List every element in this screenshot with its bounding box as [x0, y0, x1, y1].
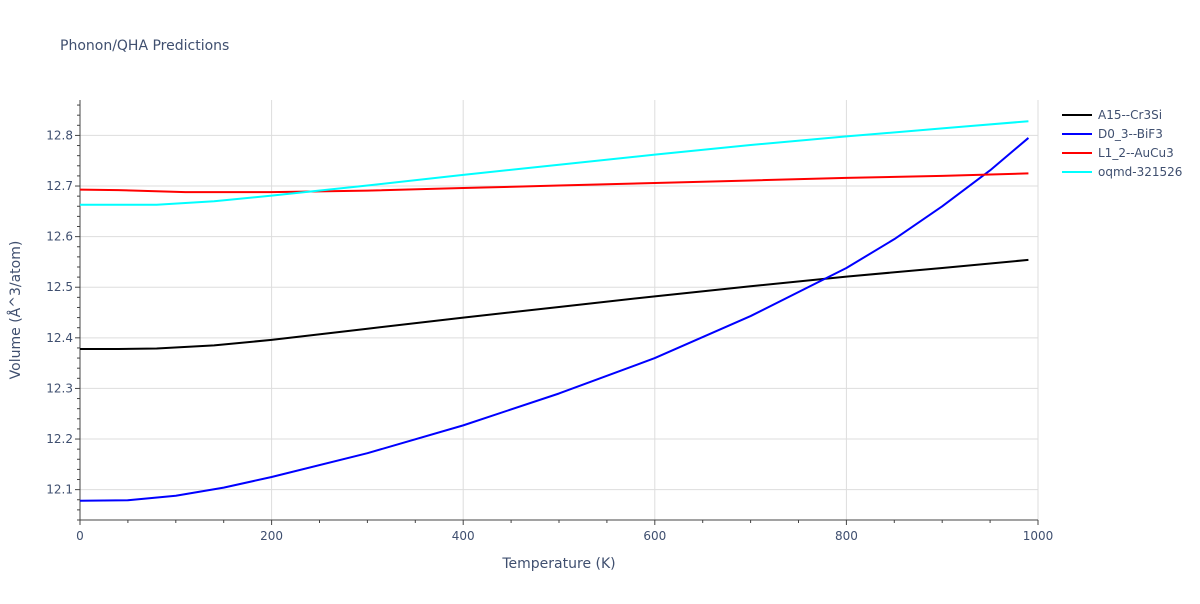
chart-title: Phonon/QHA Predictions — [60, 38, 229, 54]
y-tick-label: 12.8 — [46, 128, 73, 142]
y-tick-label: 12.2 — [46, 432, 73, 446]
x-tick-label: 600 — [643, 529, 666, 543]
grid-lines — [80, 100, 1039, 520]
x-tick-label: 400 — [452, 529, 475, 543]
x-tick-label: 1000 — [1023, 529, 1054, 543]
x-tick-label: 0 — [76, 529, 84, 543]
legend-item[interactable]: A15--Cr3Si — [1062, 108, 1162, 122]
legend-item[interactable]: oqmd-321526 — [1062, 165, 1182, 179]
y-tick-label: 12.3 — [46, 381, 73, 395]
legend-label: L1_2--AuCu3 — [1098, 146, 1174, 160]
legend-label: D0_3--BiF3 — [1098, 127, 1163, 141]
legend[interactable]: A15--Cr3Si D0_3--BiF3 L1_2--AuCu3 oqmd-3215… — [1062, 108, 1182, 179]
series-line-L1_2--AuCu3[interactable] — [79, 172, 1029, 194]
plot-area — [79, 120, 1030, 502]
y-tick-label: 12.6 — [46, 230, 73, 244]
series-line-A15--Cr3Si[interactable] — [80, 258, 1029, 350]
tick-labels: 0 200 400 600 800 1000 12.1 12.2 12.3 12.4 12.5 12.… — [46, 128, 1053, 543]
x-tick-label: 200 — [260, 529, 283, 543]
series-line-D0_3--BiF3[interactable] — [79, 137, 1030, 502]
series-line-oqmd-321526[interactable] — [80, 120, 1029, 206]
y-tick-label: 12.1 — [46, 483, 73, 497]
x-axis-label: Temperature (K) — [501, 556, 615, 572]
y-tick-label: 12.5 — [46, 280, 73, 294]
legend-item[interactable]: L1_2--AuCu3 — [1062, 146, 1174, 160]
y-axis-label: Volume (Å^3/atom) — [7, 241, 24, 380]
legend-item[interactable]: D0_3--BiF3 — [1062, 127, 1163, 141]
x-tick-label: 800 — [835, 529, 858, 543]
legend-label: A15--Cr3Si — [1098, 108, 1162, 122]
legend-label: oqmd-321526 — [1098, 165, 1182, 179]
y-tick-label: 12.4 — [46, 331, 73, 345]
y-tick-label: 12.7 — [46, 179, 73, 193]
axes — [75, 100, 1039, 525]
